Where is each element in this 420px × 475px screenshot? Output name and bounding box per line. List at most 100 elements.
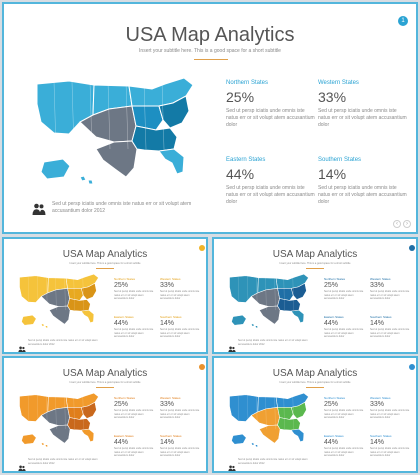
stat-desc: Sed ut persp iciatis unde omnis iste nat…	[324, 409, 364, 419]
map-region	[80, 282, 97, 300]
stat-western: Western States 33% Sed ut persp iciatis un…	[370, 396, 414, 420]
stat-value: 33%	[370, 282, 385, 289]
people-icon	[228, 459, 236, 471]
stat-value: 44%	[226, 166, 255, 182]
stat-value: 44%	[114, 439, 129, 446]
people-icon	[32, 202, 46, 220]
state-border	[283, 276, 285, 311]
map-region	[229, 394, 259, 422]
map-region	[158, 95, 190, 129]
title-underline	[96, 268, 114, 269]
map-region	[40, 442, 49, 448]
map-region	[67, 417, 91, 431]
stat-label: Western States	[160, 396, 181, 400]
stat-northern: Northern States 25% Sed ut persp iciatis u…	[114, 277, 158, 301]
slide-number-badge: 1	[398, 16, 408, 26]
map-region	[250, 323, 259, 329]
state-border	[247, 395, 249, 430]
map-region	[48, 305, 71, 325]
map-region	[21, 433, 37, 445]
usa-map	[19, 273, 99, 329]
slide-title: USA Map Analytics	[272, 249, 358, 260]
state-border	[256, 276, 258, 311]
title-underline	[306, 268, 324, 269]
stat-label: Northern States	[324, 277, 346, 281]
footer-text: Sed ut persp iciatis unde omnis iste nat…	[52, 201, 192, 214]
state-border	[46, 395, 48, 430]
state-border	[265, 395, 267, 430]
slide-title: USA Map Analytics	[125, 24, 295, 46]
stat-value: 14%	[160, 439, 175, 446]
map-region	[40, 323, 49, 329]
stat-eastern: Eastern States 44% Sed ut persp iciatis …	[226, 157, 316, 206]
slide-thumb-multicolor[interactable]: USA Map Analytics Insert your subtitle h…	[212, 356, 418, 473]
state-border	[125, 81, 129, 150]
map-region	[290, 428, 305, 443]
usa-map	[19, 392, 99, 448]
usa-map	[229, 392, 309, 448]
map-region	[258, 424, 281, 444]
state-border	[274, 276, 276, 311]
stat-southern: Southern States 14% Sed ut persp iciatis…	[318, 157, 408, 206]
stat-label: Northern States	[324, 396, 346, 400]
stat-western: Western States 33% Sed ut persp iciatis un…	[370, 277, 414, 301]
state-border	[64, 395, 66, 430]
footer-text: Sed ut persp iciatis unde omnis iste nat…	[238, 458, 308, 465]
stat-desc: Sed ut persp iciatis unde omnis iste nat…	[160, 447, 200, 457]
map-region	[80, 428, 95, 443]
map-region	[21, 314, 37, 326]
state-border	[161, 81, 165, 150]
state-border	[292, 395, 294, 430]
slide-subtitle: Insert your subtitle here. This is a goo…	[139, 48, 281, 54]
map-region	[290, 309, 305, 324]
state-border	[46, 276, 48, 311]
slide-subtitle: Insert your subtitle here. This is a goo…	[279, 262, 351, 265]
state-border	[238, 395, 240, 430]
stat-desc: Sed ut persp iciatis unde omnis iste nat…	[160, 290, 200, 300]
slide-thumb-yellow[interactable]: USA Map Analytics Insert your subtitle h…	[2, 237, 208, 354]
state-border	[256, 395, 258, 430]
stat-eastern: Eastern States 44% Sed ut persp iciatis un…	[324, 315, 368, 339]
stat-label: Western States	[370, 396, 391, 400]
stat-label: Southern States	[318, 157, 362, 163]
stat-value: 33%	[160, 401, 175, 408]
state-border	[274, 395, 276, 430]
stat-southern: Southern States 14% Sed ut persp iciatis u…	[370, 434, 414, 458]
state-border	[107, 81, 111, 150]
stat-eastern: Eastern States 44% Sed ut persp iciatis un…	[114, 434, 158, 458]
stat-value: 14%	[160, 320, 175, 327]
stat-label: Eastern States	[226, 157, 266, 163]
slide-thumb-orange[interactable]: USA Map Analytics Insert your subtitle h…	[2, 356, 208, 473]
slide-number-badge	[409, 364, 415, 370]
map-region	[48, 424, 71, 444]
stat-desc: Sed ut persp iciatis unde omnis iste nat…	[370, 409, 410, 419]
slide-subtitle: Insert your subtitle here. This is a goo…	[279, 381, 351, 384]
stat-northern: Northern States 25% Sed ut persp iciatis u…	[324, 396, 368, 420]
stat-label: Eastern States	[324, 434, 344, 438]
stat-value: 33%	[318, 89, 347, 105]
prev-slide-icon[interactable]: ‹	[393, 220, 401, 228]
state-border	[292, 276, 294, 311]
map-region	[277, 298, 301, 312]
title-underline	[306, 387, 324, 388]
stat-value: 44%	[324, 320, 339, 327]
map-region	[80, 309, 95, 324]
map-region	[258, 305, 281, 325]
map-region	[277, 288, 294, 301]
slide-main[interactable]: USA Map Analytics Insert your subtitle h…	[2, 2, 418, 234]
slide-title: USA Map Analytics	[272, 368, 358, 379]
stat-desc: Sed ut persp iciatis unde omnis iste nat…	[370, 328, 410, 338]
map-region	[229, 275, 259, 303]
stat-northern: Northern States 25% Sed ut persp iciatis…	[226, 80, 316, 129]
stat-desc: Sed ut persp iciatis unde omnis iste nat…	[318, 108, 407, 128]
people-icon	[18, 340, 26, 352]
stat-value: 33%	[160, 282, 175, 289]
next-slide-icon[interactable]: ›	[403, 220, 411, 228]
stat-value: 14%	[318, 166, 347, 182]
stat-label: Southern States	[370, 434, 392, 438]
title-underline	[96, 387, 114, 388]
map-region	[19, 394, 49, 422]
stat-eastern: Eastern States 44% Sed ut persp iciatis un…	[114, 315, 158, 339]
slide-thumb-navy[interactable]: USA Map Analytics Insert your subtitle h…	[212, 237, 418, 354]
footer-text: Sed ut persp iciatis unde omnis iste nat…	[28, 339, 98, 346]
